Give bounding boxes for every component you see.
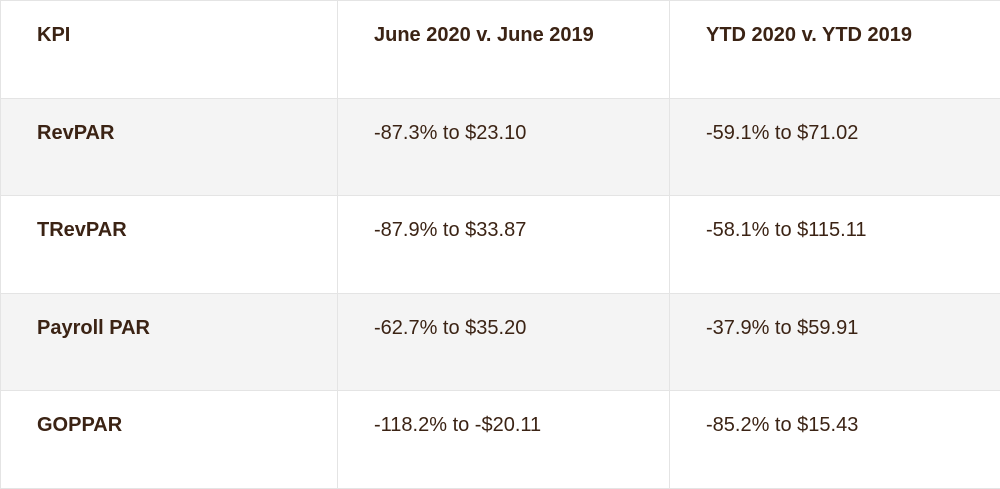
kpi-name-cell: Payroll PAR: [1, 293, 338, 391]
column-header-june: June 2020 v. June 2019: [338, 1, 670, 99]
table-row: RevPAR -87.3% to $23.10 -59.1% to $71.02: [1, 98, 1000, 196]
june-value-cell: -62.7% to $35.20: [338, 293, 670, 391]
june-value-cell: -87.9% to $33.87: [338, 196, 670, 294]
ytd-value-cell: -37.9% to $59.91: [670, 293, 1000, 391]
table-row: Payroll PAR -62.7% to $35.20 -37.9% to $…: [1, 293, 1000, 391]
table-row: TRevPAR -87.9% to $33.87 -58.1% to $115.…: [1, 196, 1000, 294]
kpi-name-cell: GOPPAR: [1, 391, 338, 489]
kpi-name-cell: TRevPAR: [1, 196, 338, 294]
table-row: GOPPAR -118.2% to -$20.11 -85.2% to $15.…: [1, 391, 1000, 489]
table-header-row: KPI June 2020 v. June 2019 YTD 2020 v. Y…: [1, 1, 1000, 99]
ytd-value-cell: -85.2% to $15.43: [670, 391, 1000, 489]
ytd-value-cell: -58.1% to $115.11: [670, 196, 1000, 294]
column-header-kpi: KPI: [1, 1, 338, 99]
ytd-value-cell: -59.1% to $71.02: [670, 98, 1000, 196]
column-header-ytd: YTD 2020 v. YTD 2019: [670, 1, 1000, 99]
june-value-cell: -118.2% to -$20.11: [338, 391, 670, 489]
june-value-cell: -87.3% to $23.10: [338, 98, 670, 196]
kpi-name-cell: RevPAR: [1, 98, 338, 196]
